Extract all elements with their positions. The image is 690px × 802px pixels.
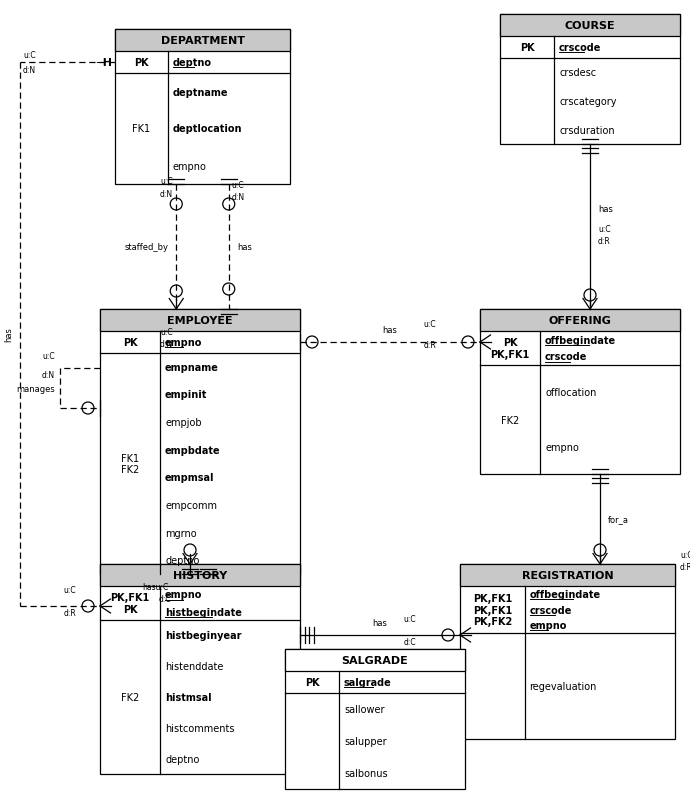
Text: crscode: crscode [545, 352, 587, 362]
Text: offbegindate: offbegindate [529, 589, 600, 599]
Bar [115, 30, 290, 52]
Text: d:R: d:R [424, 341, 436, 350]
Text: REGISTRATION: REGISTRATION [522, 570, 613, 581]
Text: sallower: sallower [344, 704, 384, 714]
Text: has: has [4, 327, 13, 342]
Text: deptno: deptno [165, 754, 199, 764]
Text: u:C: u:C [161, 327, 173, 337]
Bar [480, 310, 680, 475]
Text: has: has [373, 618, 388, 627]
Text: PK: PK [520, 43, 534, 53]
Text: u:C: u:C [404, 614, 416, 623]
Bar [100, 310, 300, 574]
Text: PK
PK,FK1: PK PK,FK1 [491, 338, 530, 359]
Text: SALGRADE: SALGRADE [342, 655, 408, 665]
Text: u:C: u:C [63, 585, 77, 594]
Text: empbdate: empbdate [165, 445, 221, 455]
Text: PK: PK [305, 677, 319, 687]
Text: staffed_by: staffed_by [124, 243, 168, 252]
Text: mgrno: mgrno [165, 528, 197, 538]
Text: d:C: d:C [404, 638, 416, 646]
Bar [480, 310, 680, 331]
Text: empno: empno [172, 161, 206, 172]
Text: d:N: d:N [160, 190, 173, 199]
Text: deptno: deptno [172, 58, 212, 68]
Text: empno: empno [545, 442, 579, 452]
Bar [460, 565, 675, 586]
Bar [500, 15, 680, 145]
Text: COURSE: COURSE [564, 21, 615, 31]
Text: regevaluation: regevaluation [529, 681, 597, 691]
Text: salupper: salupper [344, 736, 386, 746]
Text: PK,FK1
PK,FK1
PK,FK2: PK,FK1 PK,FK1 PK,FK2 [473, 593, 512, 626]
Text: empno: empno [165, 589, 202, 600]
Text: FK1
FK2: FK1 FK2 [121, 453, 139, 475]
Bar [285, 649, 465, 671]
Text: PK,FK1
PK: PK,FK1 PK [110, 593, 150, 614]
Text: histcomments: histcomments [165, 723, 235, 733]
Text: crscode: crscode [529, 605, 572, 615]
Text: deptlocation: deptlocation [172, 124, 242, 134]
Text: crsdesc: crsdesc [559, 68, 596, 79]
Text: FK2: FK2 [121, 692, 139, 702]
Text: histmsal: histmsal [165, 692, 212, 702]
Bar [285, 649, 465, 789]
Text: deptno: deptno [165, 556, 199, 565]
Text: has: has [382, 326, 397, 334]
Bar [115, 30, 290, 184]
Text: histbegindate: histbegindate [165, 607, 242, 617]
Text: crsduration: crsduration [559, 125, 615, 136]
Text: crscategory: crscategory [559, 97, 616, 107]
Bar [100, 565, 300, 586]
Text: u:C: u:C [161, 176, 173, 186]
Text: d:R: d:R [680, 561, 690, 571]
Text: d:N: d:N [232, 192, 245, 202]
Text: u:C: u:C [42, 351, 55, 361]
Text: has: has [237, 243, 252, 252]
Bar [460, 565, 675, 739]
Bar [100, 565, 300, 774]
Text: d:C: d:C [159, 594, 171, 603]
Text: empname: empname [165, 363, 219, 372]
Text: histbeginyear: histbeginyear [165, 630, 242, 641]
Text: deptname: deptname [172, 87, 228, 97]
Text: histenddate: histenddate [165, 662, 224, 671]
Text: hasu:C: hasu:C [142, 582, 168, 591]
Bar [100, 310, 300, 331]
Text: DEPARTMENT: DEPARTMENT [161, 36, 244, 46]
Text: empno: empno [165, 338, 202, 347]
Text: empcomm: empcomm [165, 500, 217, 510]
Text: d:R: d:R [63, 608, 77, 618]
Text: empno: empno [529, 621, 567, 630]
Text: d:N: d:N [160, 339, 173, 349]
Text: EMPLOYEE: EMPLOYEE [167, 316, 233, 326]
Text: for_a: for_a [608, 515, 629, 524]
Text: ─H: ─H [96, 58, 112, 68]
Text: OFFERING: OFFERING [549, 316, 611, 326]
Text: u:C: u:C [680, 550, 690, 559]
Text: manages: manages [17, 384, 55, 393]
Text: PK: PK [123, 338, 137, 347]
Text: d:N: d:N [23, 66, 36, 75]
Text: u:C: u:C [232, 180, 244, 190]
Text: u:C: u:C [23, 51, 36, 60]
Text: has: has [598, 205, 613, 214]
Text: d:R: d:R [598, 237, 611, 245]
Text: HISTORY: HISTORY [173, 570, 227, 581]
Text: FK2: FK2 [501, 415, 519, 425]
Text: PK: PK [134, 58, 148, 68]
Text: FK1: FK1 [132, 124, 150, 134]
Text: salbonus: salbonus [344, 768, 388, 778]
Text: crscode: crscode [559, 43, 602, 53]
Text: u:C: u:C [424, 320, 436, 329]
Text: offbegindate: offbegindate [545, 335, 616, 345]
Text: u:C: u:C [598, 225, 611, 233]
Text: empjob: empjob [165, 418, 201, 427]
Text: empinit: empinit [165, 390, 208, 400]
Text: salgrade: salgrade [344, 677, 392, 687]
Text: empmsal: empmsal [165, 472, 215, 483]
Text: offlocation: offlocation [545, 387, 596, 398]
Bar [500, 15, 680, 37]
Text: d:N: d:N [42, 371, 55, 379]
